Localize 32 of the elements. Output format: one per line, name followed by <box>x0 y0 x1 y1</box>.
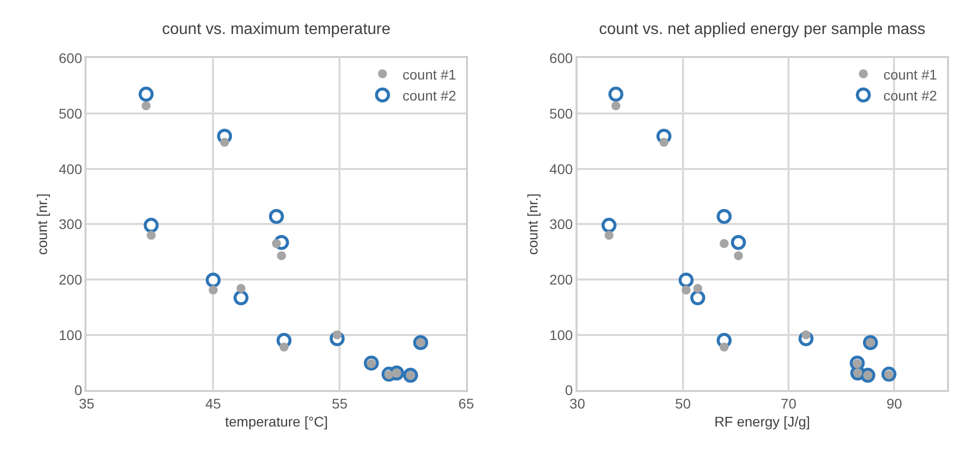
y-tick-label: 400 <box>58 160 82 177</box>
x-tick-label: 50 <box>675 396 691 412</box>
chart-title: count vs. maximum temperature <box>162 21 391 38</box>
y-tick-label: 500 <box>58 105 82 122</box>
y-tick-label: 300 <box>549 216 573 232</box>
x-tick-label: 35 <box>78 396 95 412</box>
y-tick-label: 0 <box>74 382 82 398</box>
legend-label: count #1 <box>883 66 938 82</box>
y-tick-label: 600 <box>58 50 82 66</box>
x-tick-label: 55 <box>332 396 348 412</box>
x-tick-label: 65 <box>458 396 474 412</box>
y-axis-title: count [nr.] <box>34 193 50 255</box>
y-axis-title: count [nr.] <box>524 193 541 255</box>
x-tick-label: 30 <box>570 396 586 412</box>
x-axis-title: temperature [°C] <box>225 414 328 430</box>
x-axis-title: RF energy [J/g] <box>714 414 810 430</box>
y-tick-label: 100 <box>58 326 82 343</box>
y-tick-label: 600 <box>549 50 573 66</box>
y-tick-label: 200 <box>58 271 82 288</box>
legend-label: count #1 <box>402 66 456 82</box>
y-tick-label: 500 <box>549 105 573 122</box>
legend-label: count #2 <box>883 87 938 104</box>
x-tick-label: 90 <box>886 396 902 412</box>
x-tick-label: 70 <box>780 396 797 412</box>
y-tick-label: 100 <box>549 326 573 343</box>
legend-label: count #2 <box>402 87 456 104</box>
chart-title: count vs. net applied energy per sample mass <box>599 21 926 38</box>
y-tick-label: 0 <box>564 382 573 398</box>
y-tick-label: 200 <box>549 271 573 288</box>
y-tick-label: 400 <box>549 160 573 177</box>
y-tick-label: 300 <box>58 216 82 232</box>
x-tick-label: 45 <box>205 396 222 412</box>
